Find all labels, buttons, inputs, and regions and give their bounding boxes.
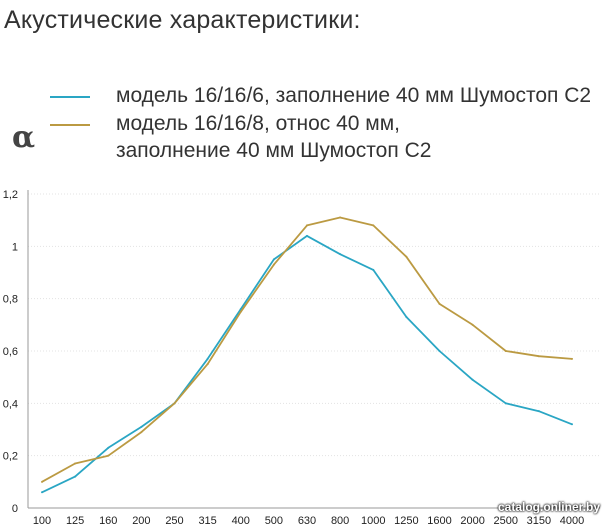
data-point (537, 410, 540, 413)
y-tick-label: 0,4 (3, 398, 18, 410)
x-tick-label: 4000 (560, 515, 584, 527)
data-point (140, 425, 143, 428)
data-point (339, 253, 342, 256)
page-title: Акустические характеристики: (4, 6, 361, 34)
legend-label-series-1: модель 16/16/6, заполнение 40 мм Шумосто… (116, 82, 591, 109)
data-point (438, 350, 441, 352)
data-point (41, 491, 43, 494)
x-tick-label: 125 (66, 515, 84, 527)
data-point (571, 357, 573, 360)
legend-swatch-series-2 (50, 124, 90, 126)
x-tick-label: 315 (198, 515, 216, 527)
data-point (41, 480, 43, 483)
legend-label-line: заполнение 40 мм Шумостоп С2 (116, 139, 432, 162)
data-point (372, 268, 375, 271)
series-line-2 (41, 216, 573, 483)
x-tick-label: 1250 (394, 515, 418, 527)
x-tick-label: 400 (232, 515, 250, 527)
y-tick-label: 0,2 (3, 451, 18, 463)
x-tick-label: 2500 (494, 515, 518, 527)
y-tick-label: 0,8 (3, 294, 18, 306)
data-point (140, 431, 143, 434)
y-tick-label: 1 (12, 241, 18, 253)
x-tick-label: 200 (132, 515, 150, 527)
data-point (405, 255, 408, 258)
x-tick-label: 250 (165, 515, 183, 527)
data-point (405, 315, 408, 318)
x-tick-label: 3150 (527, 515, 551, 527)
data-point (571, 423, 573, 426)
data-point (74, 475, 77, 478)
series-line-1 (41, 234, 573, 494)
data-point (107, 454, 110, 457)
y-axis-symbol: α (12, 120, 36, 155)
data-point (173, 402, 176, 405)
x-tick-label: 160 (99, 515, 117, 527)
data-point (239, 310, 242, 313)
data-point (306, 234, 308, 237)
x-tick-label: 500 (265, 515, 283, 527)
y-tick-label: 0,6 (3, 346, 18, 358)
data-point (272, 258, 275, 261)
x-tick-label: 800 (331, 515, 349, 527)
x-tick-label: 1600 (427, 515, 451, 527)
data-point (206, 357, 209, 360)
data-point (471, 378, 474, 381)
x-tick-label: 1000 (361, 515, 385, 527)
x-tick-label: 630 (298, 515, 316, 527)
x-tick-label: 2000 (460, 515, 484, 527)
legend-label-series-2: модель 16/16/8, относ 40 мм, заполнение … (116, 110, 431, 164)
data-point (339, 216, 342, 219)
data-point (471, 323, 474, 326)
data-point (372, 224, 375, 227)
legend-swatch-series-1 (50, 96, 90, 98)
data-point (107, 446, 110, 449)
data-point (74, 462, 77, 465)
watermark: catalog.onliner.by (497, 500, 600, 514)
legend-label-line: модель 16/16/6, заполнение 40 мм Шумосто… (116, 84, 592, 107)
data-point (272, 263, 275, 266)
legend-label-line: модель 16/16/8, относ 40 мм, (116, 112, 401, 135)
data-point (504, 402, 507, 405)
y-tick-label: 0 (12, 503, 18, 515)
data-point (537, 355, 540, 358)
data-point (504, 350, 507, 352)
data-point (306, 224, 308, 227)
data-point (438, 302, 441, 305)
y-tick-label: 1,2 (3, 189, 18, 201)
data-point (206, 363, 209, 366)
x-tick-label: 100 (33, 515, 51, 527)
